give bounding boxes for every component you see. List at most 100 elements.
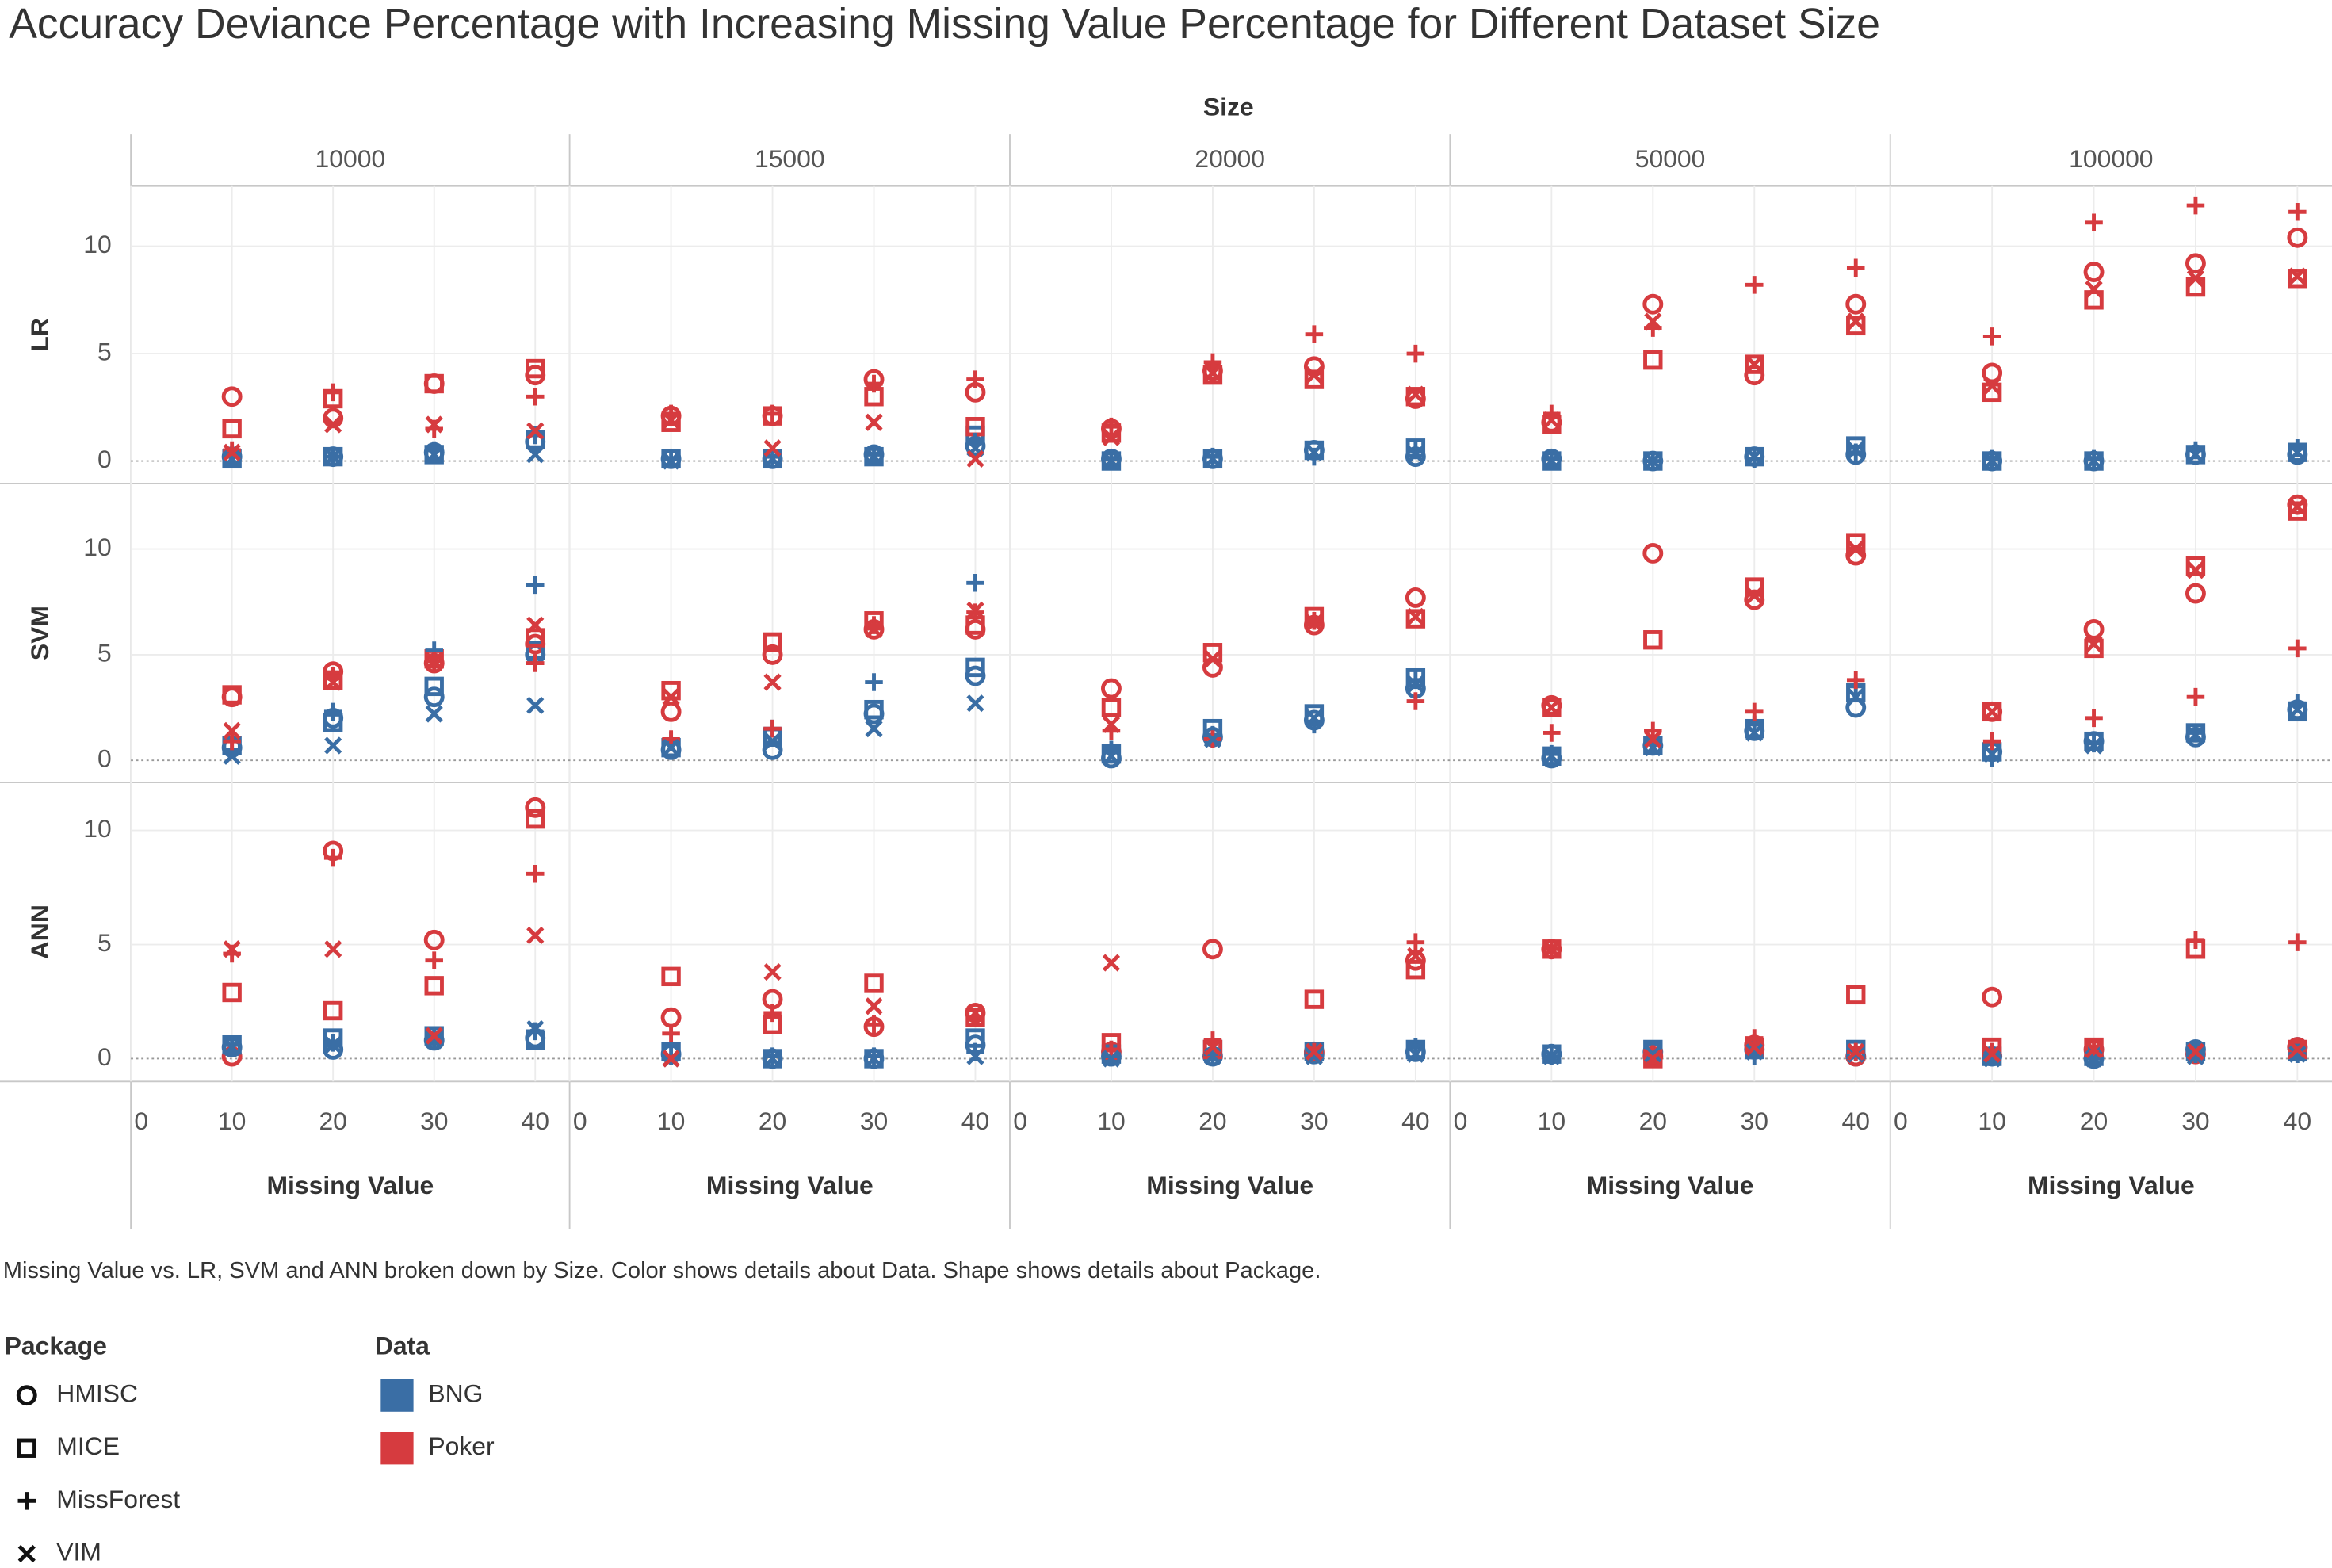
y-tick-label: 5 — [97, 928, 112, 957]
point — [865, 448, 883, 466]
point — [2085, 280, 2103, 298]
point — [1543, 724, 1561, 742]
point — [966, 601, 984, 620]
point — [1846, 985, 1866, 1005]
point — [1203, 1038, 1222, 1057]
point — [1982, 732, 2001, 751]
point — [526, 576, 545, 595]
point — [2085, 1040, 2103, 1059]
point — [1405, 587, 1426, 608]
x-tick-label: 40 — [522, 1107, 549, 1135]
point — [2085, 709, 2103, 728]
x-tick-label: 30 — [1300, 1107, 1328, 1135]
point — [323, 702, 342, 721]
point — [1745, 355, 1764, 373]
point — [1406, 446, 1424, 464]
point — [324, 940, 342, 958]
point — [1745, 1038, 1764, 1057]
point — [2288, 933, 2307, 951]
point — [526, 422, 545, 440]
point — [1203, 449, 1222, 468]
point — [1982, 986, 2003, 1008]
point — [1644, 1050, 1662, 1068]
point — [2186, 1042, 2205, 1061]
point — [223, 732, 241, 751]
point — [1305, 443, 1323, 461]
point — [662, 452, 680, 470]
y-tick-label: 10 — [83, 533, 111, 561]
point — [526, 446, 545, 464]
point — [1406, 933, 1425, 951]
point — [865, 720, 883, 738]
point — [1406, 947, 1424, 966]
column-label: 50000 — [1635, 144, 1706, 173]
point — [1983, 452, 2001, 470]
point — [2186, 1047, 2205, 1065]
point — [2288, 639, 2307, 658]
point — [1983, 377, 2001, 395]
point — [1102, 452, 1121, 470]
point — [1406, 607, 1424, 626]
point — [425, 1031, 443, 1050]
point — [1406, 385, 1424, 403]
point — [2186, 446, 2205, 464]
point — [1406, 1045, 1424, 1063]
point — [1847, 540, 1865, 558]
point — [2186, 270, 2205, 288]
point — [223, 1038, 241, 1057]
point — [865, 620, 883, 638]
point — [221, 386, 243, 407]
point — [864, 973, 884, 993]
point — [1644, 312, 1662, 331]
point — [1642, 542, 1664, 564]
point — [2287, 227, 2308, 248]
point — [2288, 701, 2307, 719]
x-tick-label: 0 — [573, 1107, 587, 1135]
point — [526, 388, 545, 406]
legend-label: BNG — [428, 1379, 483, 1408]
point — [1543, 747, 1561, 765]
x-tick-label: 40 — [2284, 1107, 2311, 1135]
point — [1846, 316, 1866, 336]
point — [1847, 441, 1865, 460]
point — [763, 1004, 782, 1023]
point — [1847, 312, 1865, 331]
point — [323, 848, 342, 867]
point — [2084, 290, 2104, 310]
point — [324, 673, 342, 691]
point — [966, 694, 984, 713]
x-tick-label: 20 — [1639, 1107, 1667, 1135]
y-tick-label: 5 — [97, 638, 112, 667]
x-tick-label: 0 — [1013, 1107, 1027, 1135]
column-label: 20000 — [1195, 144, 1265, 173]
point — [1846, 258, 1865, 277]
point — [1745, 448, 1764, 466]
point — [526, 926, 545, 945]
y-tick-label: 10 — [83, 230, 111, 258]
point — [2288, 498, 2307, 516]
x-tick-label: 20 — [1198, 1107, 1226, 1135]
point — [1983, 745, 2001, 763]
point — [1305, 1047, 1323, 1065]
point — [2185, 556, 2206, 576]
point — [2288, 267, 2307, 285]
chart-title: Accuracy Deviance Percentage with Increa… — [9, 1, 1880, 48]
point — [1406, 675, 1424, 694]
point — [1983, 1045, 2001, 1063]
point — [2288, 1045, 2307, 1063]
legend-swatch — [380, 1432, 414, 1465]
point — [1102, 954, 1121, 972]
point — [1745, 1042, 1764, 1061]
point — [2085, 736, 2103, 755]
point — [662, 411, 680, 430]
point — [222, 982, 242, 1003]
point — [526, 654, 545, 672]
point — [526, 809, 545, 829]
point — [1405, 959, 1426, 980]
point — [526, 1019, 545, 1038]
x-tick-label: 30 — [2181, 1107, 2209, 1135]
point — [1304, 369, 1325, 389]
point — [1304, 989, 1325, 1009]
column-header: Size — [1203, 93, 1254, 121]
point — [662, 739, 680, 757]
